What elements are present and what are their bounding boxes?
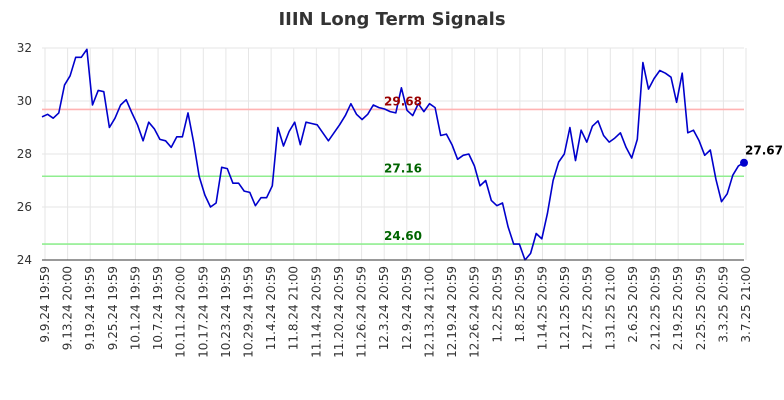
x-tick-label: 10.29.24 19:59 <box>242 266 256 358</box>
x-tick-label: 1.21.25 20:59 <box>558 266 572 350</box>
x-tick-label: 11.20.24 20:59 <box>332 266 346 358</box>
x-tick-label: 1.14.25 20:59 <box>535 266 549 350</box>
signal-label: 27.16 <box>384 161 422 175</box>
price-series <box>41 48 745 261</box>
y-tick-label: 26 <box>17 200 32 214</box>
chart-title: IIIN Long Term Signals <box>278 9 505 30</box>
y-tick-label: 28 <box>17 147 32 161</box>
last-point-marker <box>740 158 748 167</box>
x-tick-label: 11.14.24 20:59 <box>309 266 323 358</box>
x-tick-label: 12.3.24 20:59 <box>377 266 391 350</box>
x-tick-label: 12.9.24 20:59 <box>400 266 414 350</box>
signal-label: 29.68 <box>384 94 422 108</box>
x-tick-label: 9.25.24 19:59 <box>106 266 120 350</box>
price-line <box>41 48 745 261</box>
x-tick-label: 9.9.24 19:59 <box>38 266 52 343</box>
x-tick-label: 1.8.25 20:59 <box>513 266 527 343</box>
x-tick-label: 12.13.24 21:00 <box>422 266 436 358</box>
y-tick-label: 32 <box>17 41 32 55</box>
x-tick-label: 10.11.24 20:00 <box>174 266 188 358</box>
y-tick-label: 24 <box>17 253 32 267</box>
x-tick-label: 1.2.25 20:59 <box>490 266 504 343</box>
signal-labels: 29.68 27.16 24.60 <box>384 94 422 243</box>
x-tick-label: 3.3.25 20:59 <box>716 266 730 343</box>
x-tick-label: 10.23.24 19:59 <box>219 266 233 358</box>
x-tick-label: 10.17.24 19:59 <box>196 266 210 358</box>
x-tick-label: 9.13.24 20:00 <box>61 266 75 350</box>
signal-label: 24.60 <box>384 229 422 243</box>
x-tick-label: 12.26.24 20:59 <box>468 266 482 358</box>
x-tick-label: 11.4.24 20:59 <box>264 266 278 350</box>
x-tick-label: 11.26.24 20:59 <box>355 266 369 358</box>
x-tick-label: 1.31.25 21:00 <box>603 266 617 350</box>
x-tick-label: 3.7.25 21:00 <box>739 266 753 343</box>
x-tick-label: 10.7.24 19:59 <box>151 266 165 350</box>
x-tick-label: 9.19.24 19:59 <box>83 266 97 350</box>
x-tick-labels: 9.9.24 19:59 9.13.24 20:00 9.19.24 19:59 9.… <box>38 266 753 358</box>
x-tick-label: 10.1.24 19:59 <box>128 266 142 350</box>
signal-lines <box>42 108 744 245</box>
x-tick-label: 2.12.25 20:59 <box>649 266 663 350</box>
y-tick-label: 30 <box>17 94 32 108</box>
x-tick-label: 1.27.25 20:59 <box>581 266 595 350</box>
last-point: 27.67 <box>740 144 783 167</box>
x-tick-label: 12.19.24 20:59 <box>445 266 459 358</box>
x-tick-label: 2.25.25 20:59 <box>694 266 708 350</box>
x-tick-label: 2.19.25 20:59 <box>671 266 685 350</box>
x-tick-label: 11.8.24 21:00 <box>287 266 301 350</box>
y-tick-labels: 24 26 28 30 32 <box>17 41 32 267</box>
x-tick-label: 2.6.25 20:59 <box>626 266 640 343</box>
last-point-label: 27.67 <box>745 144 783 158</box>
